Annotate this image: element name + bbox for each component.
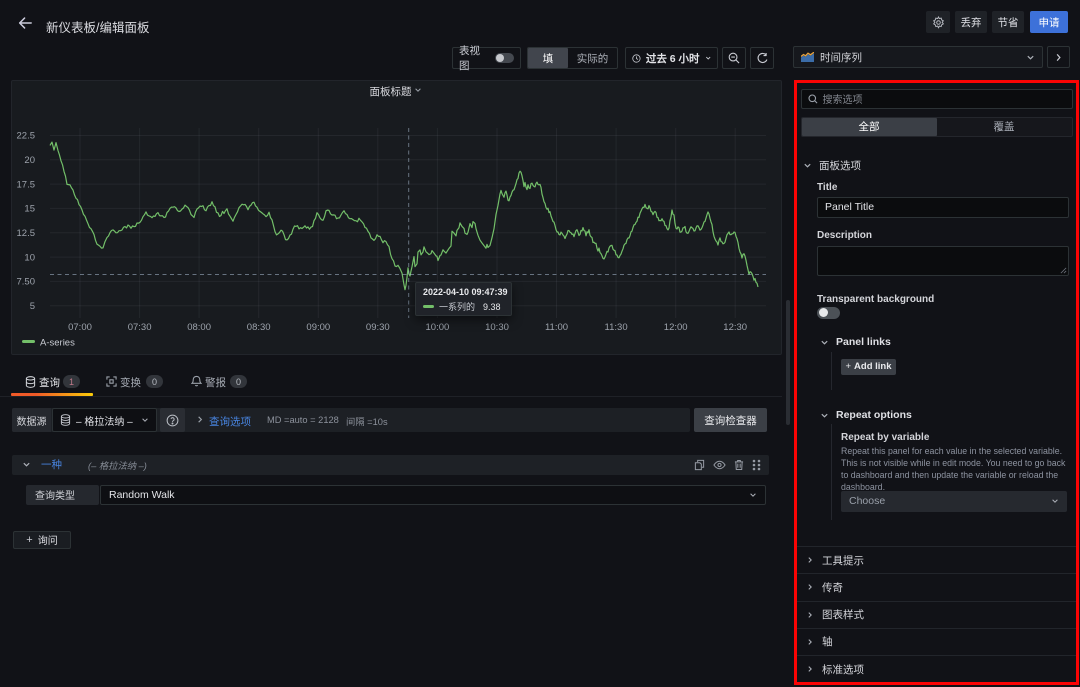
svg-text:22.5: 22.5 xyxy=(17,131,36,142)
svg-text:07:30: 07:30 xyxy=(128,322,152,333)
svg-text:12.5: 12.5 xyxy=(17,228,36,239)
svg-text:7.50: 7.50 xyxy=(17,277,36,288)
svg-text:09:00: 09:00 xyxy=(306,322,330,333)
svg-text:17.5: 17.5 xyxy=(17,179,36,190)
svg-text:08:00: 08:00 xyxy=(187,322,211,333)
svg-text:12:00: 12:00 xyxy=(664,322,688,333)
svg-text:11:00: 11:00 xyxy=(545,322,568,333)
svg-text:11:30: 11:30 xyxy=(605,322,628,333)
svg-text:10:30: 10:30 xyxy=(485,322,509,333)
svg-text:5: 5 xyxy=(30,301,35,312)
svg-text:12:30: 12:30 xyxy=(723,322,747,333)
svg-text:07:00: 07:00 xyxy=(68,322,92,333)
svg-text:08:30: 08:30 xyxy=(247,322,271,333)
svg-text:A-series: A-series xyxy=(40,338,75,349)
svg-text:10: 10 xyxy=(24,252,35,263)
svg-text:20: 20 xyxy=(24,155,35,166)
svg-text:10:00: 10:00 xyxy=(426,322,450,333)
svg-text:15: 15 xyxy=(24,204,35,215)
svg-text:09:30: 09:30 xyxy=(366,322,390,333)
